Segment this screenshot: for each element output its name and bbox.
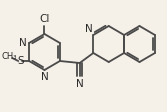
Text: S: S <box>17 56 24 66</box>
Text: N: N <box>76 79 84 89</box>
Text: N: N <box>85 24 92 34</box>
Text: CH₃: CH₃ <box>2 52 17 60</box>
Text: Cl: Cl <box>39 14 50 24</box>
Text: N: N <box>19 38 27 48</box>
Text: N: N <box>41 72 48 82</box>
